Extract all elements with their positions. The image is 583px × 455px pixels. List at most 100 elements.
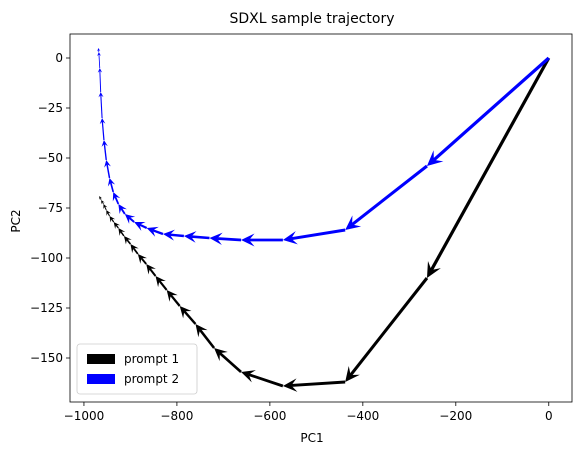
y-tick-label: −100 xyxy=(30,251,63,265)
arrow-head xyxy=(112,192,121,202)
arrow-head xyxy=(209,232,223,245)
arrow-head xyxy=(183,231,197,243)
arrow-shaft xyxy=(140,257,147,265)
x-tick-label: −200 xyxy=(439,409,472,423)
x-tick-label: 0 xyxy=(545,409,553,423)
arrow-head xyxy=(241,233,255,247)
x-axis-label: PC1 xyxy=(300,431,323,445)
arrow-shaft xyxy=(111,218,115,223)
y-tick-label: −75 xyxy=(38,201,63,215)
arrow-head xyxy=(104,160,111,168)
arrow-head xyxy=(124,214,136,224)
arrow-shaft xyxy=(126,239,132,245)
arrow-shaft xyxy=(169,233,184,238)
arrow-shaft xyxy=(99,70,102,93)
arrow-shaft xyxy=(115,224,119,229)
arrow-shaft xyxy=(183,310,197,325)
arrow-shaft xyxy=(351,164,428,226)
arrow-head xyxy=(101,140,108,147)
arrow-head xyxy=(130,244,139,254)
arrow-shaft xyxy=(99,197,102,201)
arrow-shaft xyxy=(148,267,157,277)
arrow-head xyxy=(106,210,111,216)
axes-frame xyxy=(69,33,573,403)
arrow-head xyxy=(214,348,228,362)
x-tick-label: −800 xyxy=(160,409,193,423)
arrow-shaft xyxy=(349,277,429,377)
arrow-head xyxy=(241,370,256,383)
arrow-head xyxy=(195,324,208,338)
legend-label-2: prompt 2 xyxy=(124,372,179,386)
arrow-shaft xyxy=(139,223,148,229)
arrow-head xyxy=(107,178,116,187)
y-tick-label: −125 xyxy=(30,301,63,315)
arrow-head xyxy=(109,216,116,223)
arrow-head xyxy=(134,221,146,231)
x-tick-label: −1000 xyxy=(64,409,105,423)
arrow-head xyxy=(426,150,444,166)
arrow-shaft xyxy=(109,182,115,193)
arrow-shaft xyxy=(248,373,284,388)
arrow-shaft xyxy=(128,217,135,223)
arrow-shaft xyxy=(120,208,126,215)
legend-swatch-2 xyxy=(87,374,115,384)
arrow-shaft xyxy=(100,95,103,119)
arrow-shaft xyxy=(218,352,242,373)
arrow-shaft xyxy=(198,329,216,349)
arrow-shaft xyxy=(101,201,104,205)
arrow-head xyxy=(101,200,105,205)
arrow-shaft xyxy=(191,235,210,240)
arrow-head xyxy=(179,306,192,319)
arrow-head xyxy=(97,52,101,57)
arrow-head xyxy=(282,378,298,392)
arrow-head xyxy=(123,236,132,245)
arrow-head xyxy=(282,231,298,245)
arrow-shaft xyxy=(107,212,110,217)
plot-area: −1000 −800 −600 −400 −200 0 0 −25 −50 −75 −100 −125… xyxy=(30,33,573,423)
arrow-head xyxy=(113,222,121,230)
arrow-shaft xyxy=(291,228,346,241)
arrow-head xyxy=(155,276,166,288)
arrow-head xyxy=(99,196,103,200)
arrow-head xyxy=(345,366,360,382)
arrow-shaft xyxy=(106,164,111,179)
x-tick-label: −600 xyxy=(253,409,286,423)
y-axis-label: PC2 xyxy=(9,209,23,232)
arrow-shaft xyxy=(104,206,107,211)
arrow-shaft xyxy=(101,121,105,141)
arrow-head xyxy=(146,226,159,237)
y-tick-label: 0 xyxy=(55,51,63,65)
arrow-head xyxy=(137,254,147,264)
arrow-shaft xyxy=(120,231,125,237)
arrow-head xyxy=(162,229,176,241)
y-tick-label: −50 xyxy=(38,151,63,165)
arrow-head xyxy=(99,118,106,125)
y-tick-label: −25 xyxy=(38,101,63,115)
arrow-head xyxy=(426,261,441,278)
arrow-head xyxy=(118,228,126,236)
legend: prompt 1 prompt 2 xyxy=(76,343,198,395)
arrow-shaft xyxy=(152,229,164,236)
arrow-shaft xyxy=(98,54,101,69)
arrow-shaft xyxy=(291,380,346,387)
arrow-shaft xyxy=(132,247,139,255)
arrow-head xyxy=(103,204,108,210)
arrow-shaft xyxy=(217,237,242,242)
arrow-shaft xyxy=(432,56,550,162)
legend-swatch-1 xyxy=(87,354,115,364)
series-2 xyxy=(97,48,550,247)
arrow-head xyxy=(98,92,104,98)
series-1 xyxy=(99,57,551,392)
arrow-shaft xyxy=(114,196,120,205)
arrow-shaft xyxy=(158,280,168,291)
arrow-head xyxy=(345,215,362,230)
arrow-head xyxy=(97,48,101,52)
arrow-head xyxy=(97,68,103,73)
arrow-head xyxy=(166,290,178,302)
arrow-head xyxy=(146,264,156,275)
arrow-shaft xyxy=(169,294,181,307)
arrow-shaft xyxy=(430,57,551,271)
arrow-head xyxy=(118,204,127,214)
x-tick-label: −400 xyxy=(346,409,379,423)
